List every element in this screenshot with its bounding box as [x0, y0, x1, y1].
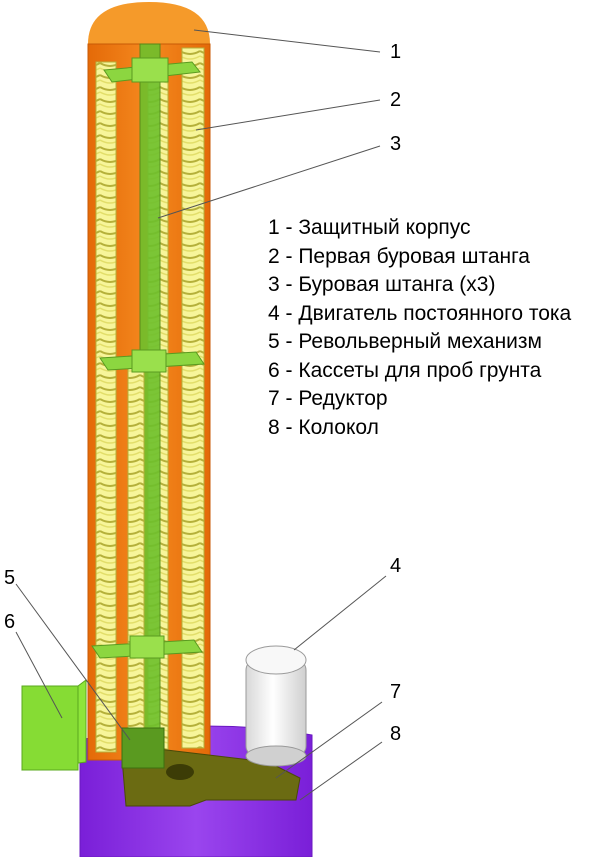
drill-rod-inner: [127, 359, 145, 771]
legend: 1 - Защитный корпус 2 - Первая буровая ш…: [268, 214, 571, 442]
legend-item-cassettes: 6 - Кассеты для проб грунта: [268, 358, 542, 382]
leader-lines: [15, 29, 387, 801]
legend-item-first-rod: 2 - Первая буровая штанга: [268, 244, 530, 268]
callout-2: 2: [390, 89, 401, 111]
legend-item-motor: 4 - Двигатель постоянного тока: [268, 301, 572, 325]
callout-6: 6: [4, 611, 15, 633]
revolver-mechanism: [121, 727, 165, 769]
legend-item-gearbox: 7 - Редуктор: [268, 387, 388, 410]
legend-item-housing: 1 - Защитный корпус: [268, 216, 471, 239]
callout-8: 8: [390, 723, 401, 745]
legend-item-bell: 8 - Колокол: [268, 415, 379, 439]
sample-cassette: [21, 679, 87, 771]
drill-rod-left: [95, 61, 117, 753]
callout-4: 4: [390, 555, 401, 577]
callout-7: 7: [390, 681, 401, 703]
callout-5: 5: [4, 567, 15, 589]
callout-1: 1: [390, 41, 401, 63]
legend-item-revolver: 5 - Револьверный механизм: [268, 330, 542, 353]
callout-3: 3: [390, 133, 401, 155]
first-drill-rod: [181, 47, 205, 749]
dc-motor: [245, 645, 307, 767]
housing-cap: [88, 2, 210, 44]
legend-item-rods: 3 - Буровая штанга (х3): [268, 273, 496, 296]
rod-brackets: [91, 57, 205, 659]
drill-rods: [95, 43, 205, 785]
